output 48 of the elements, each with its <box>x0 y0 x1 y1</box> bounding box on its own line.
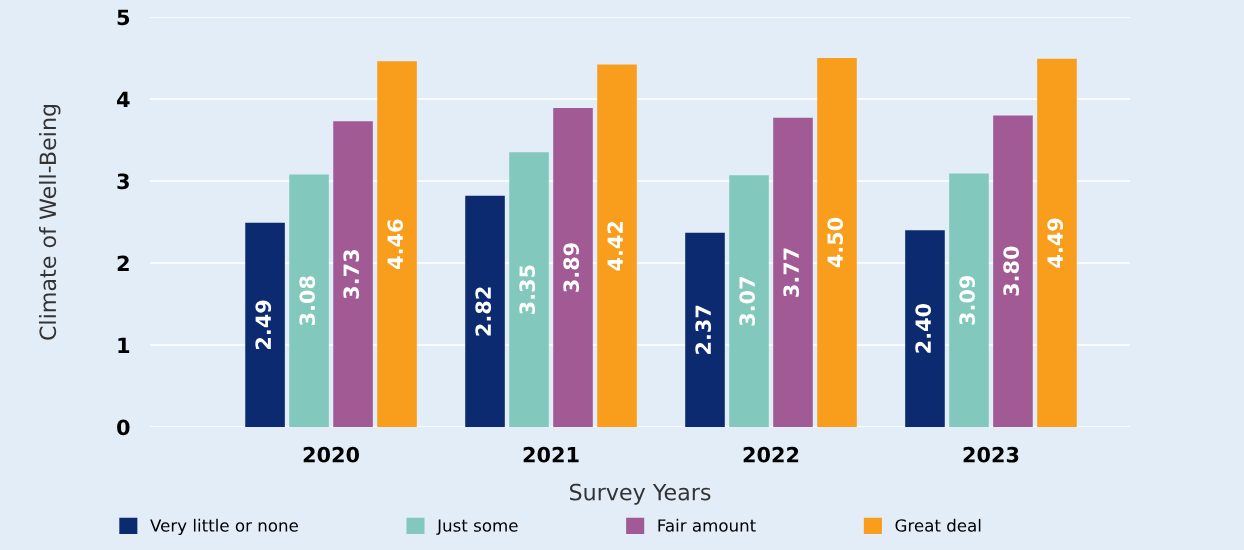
data-label: 4.49 <box>1047 218 1064 268</box>
y-tick-label: 1 <box>118 337 130 353</box>
bar <box>289 174 329 427</box>
data-label: 4.46 <box>387 219 404 269</box>
data-label: 3.09 <box>959 275 976 325</box>
bar <box>685 232 725 427</box>
bar <box>465 195 505 427</box>
data-label: 4.42 <box>607 221 623 271</box>
legend-label: Fair amount <box>658 518 756 532</box>
data-label: 2.49 <box>255 300 272 349</box>
x-tick-label: 2022 <box>743 446 799 463</box>
legend-label: Great deal <box>895 518 981 532</box>
data-label: 3.89 <box>563 243 580 292</box>
data-label: 3.80 <box>1003 246 1020 296</box>
bar <box>597 64 637 427</box>
data-label: 2.82 <box>475 287 492 336</box>
bar <box>333 121 373 427</box>
bar <box>509 152 549 427</box>
bar <box>773 117 813 427</box>
y-tick-label: 2 <box>117 255 129 271</box>
y-tick-label: 3 <box>117 173 129 190</box>
bar <box>377 61 417 427</box>
bar <box>993 115 1033 427</box>
bar <box>949 173 989 427</box>
data-label: 3.35 <box>519 265 536 314</box>
data-label: 2.40 <box>915 303 932 353</box>
x-tick-label: 2021 <box>523 446 579 463</box>
bar <box>245 222 285 427</box>
data-label: 4.50 <box>827 217 844 268</box>
x-tick-label: 2020 <box>303 446 360 463</box>
data-label: 3.73 <box>343 250 360 299</box>
x-tick-label: 2023 <box>963 446 1019 463</box>
legend-label: Just some <box>436 519 518 535</box>
data-label: 2.37 <box>695 305 712 354</box>
bar <box>729 175 769 427</box>
bar <box>817 58 857 427</box>
bar <box>905 230 945 427</box>
y-tick-label: 0 <box>117 419 130 436</box>
y-tick-label: 5 <box>117 9 130 26</box>
data-label: 3.08 <box>299 276 316 326</box>
data-label: 3.07 <box>739 277 756 326</box>
x-axis-title: Survey Years <box>569 483 711 505</box>
y-tick-label: 4 <box>117 91 130 107</box>
data-label: 3.77 <box>783 248 800 297</box>
bar <box>553 108 593 427</box>
legend-label: Very little or none <box>150 518 298 535</box>
bar <box>1037 58 1077 427</box>
y-axis-title: Climate of Well-Being <box>39 104 61 340</box>
